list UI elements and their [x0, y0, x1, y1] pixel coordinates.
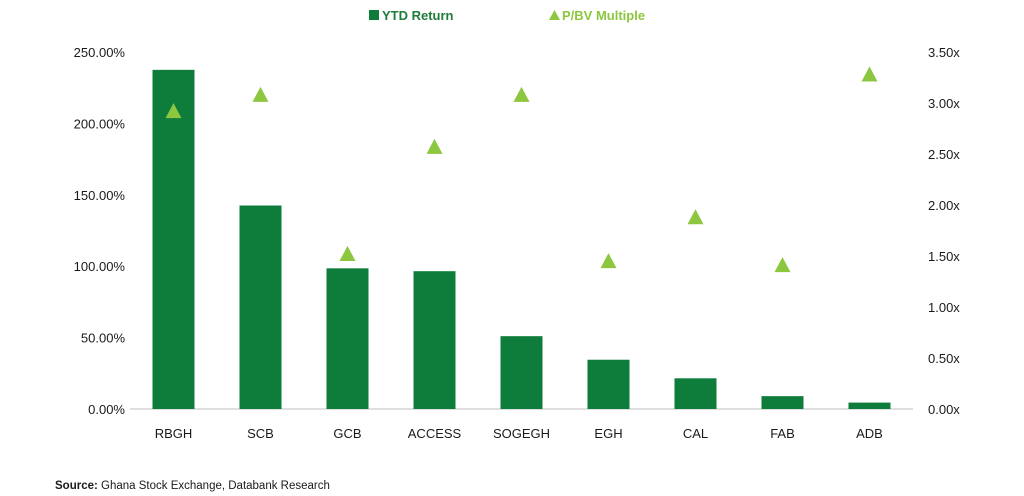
bar-adb: [848, 402, 891, 409]
marker-access: [426, 138, 443, 154]
bar-egh: [587, 359, 630, 409]
legend-swatch-ytd-return: [369, 10, 379, 20]
marker-egh: [600, 253, 617, 269]
bar-fab: [761, 396, 804, 409]
left-tick-label: 250.00%: [74, 45, 126, 60]
right-tick-label: 2.50x: [928, 147, 960, 162]
right-tick-label: 2.00x: [928, 198, 960, 213]
chart: YTD Return P/BV Multiple 0.00% 50.00% 100.…: [74, 8, 961, 441]
bar-scb: [239, 205, 282, 409]
right-tick-label: 0.50x: [928, 351, 960, 366]
bar-series: [152, 69, 891, 409]
category-label: EGH: [594, 426, 622, 441]
bar-rbgh: [152, 69, 195, 409]
right-tick-label: 3.00x: [928, 96, 960, 111]
right-tick-label: 0.00x: [928, 402, 960, 417]
marker-sogegh: [513, 86, 530, 102]
bar-sogegh: [500, 336, 543, 409]
category-label: SCB: [247, 426, 274, 441]
left-axis: 0.00% 50.00% 100.00% 150.00% 200.00% 250.00%: [74, 45, 126, 417]
marker-cal: [687, 209, 704, 225]
source-note: Source: Ghana Stock Exchange, Databank R…: [55, 480, 330, 492]
legend: YTD Return P/BV Multiple: [369, 8, 645, 23]
bar-cal: [674, 378, 717, 409]
category-label: FAB: [770, 426, 795, 441]
marker-adb: [861, 66, 878, 82]
source-text: Ghana Stock Exchange, Databank Research: [101, 480, 330, 492]
right-axis: 0.00x 0.50x 1.00x 1.50x 2.00x 2.50x 3.00x 3.50x: [928, 45, 960, 417]
category-axis: RBGH SCB GCB ACCESS SOGEGH EGH CAL FAB ADB: [155, 426, 883, 441]
category-label: ACCESS: [408, 426, 462, 441]
bar-access: [413, 271, 456, 409]
marker-rbgh: [165, 103, 182, 119]
left-tick-label: 100.00%: [74, 259, 126, 274]
category-label: SOGEGH: [493, 426, 550, 441]
right-tick-label: 3.50x: [928, 45, 960, 60]
legend-label-pbv-multiple: P/BV Multiple: [562, 8, 645, 23]
right-tick-label: 1.50x: [928, 249, 960, 264]
marker-series: [165, 66, 878, 273]
marker-fab: [774, 257, 791, 273]
left-tick-label: 50.00%: [81, 331, 126, 346]
right-tick-label: 1.00x: [928, 300, 960, 315]
marker-scb: [252, 86, 269, 102]
legend-swatch-pbv-multiple: [549, 10, 560, 20]
category-label: CAL: [683, 426, 708, 441]
legend-label-ytd-return: YTD Return: [382, 8, 454, 23]
source-label: Source:: [55, 480, 98, 492]
left-tick-label: 150.00%: [74, 188, 126, 203]
marker-gcb: [339, 245, 356, 261]
category-label: GCB: [333, 426, 361, 441]
bar-gcb: [326, 268, 369, 409]
left-tick-label: 0.00%: [88, 402, 125, 417]
category-label: RBGH: [155, 426, 193, 441]
category-label: ADB: [856, 426, 883, 441]
left-tick-label: 200.00%: [74, 116, 126, 131]
